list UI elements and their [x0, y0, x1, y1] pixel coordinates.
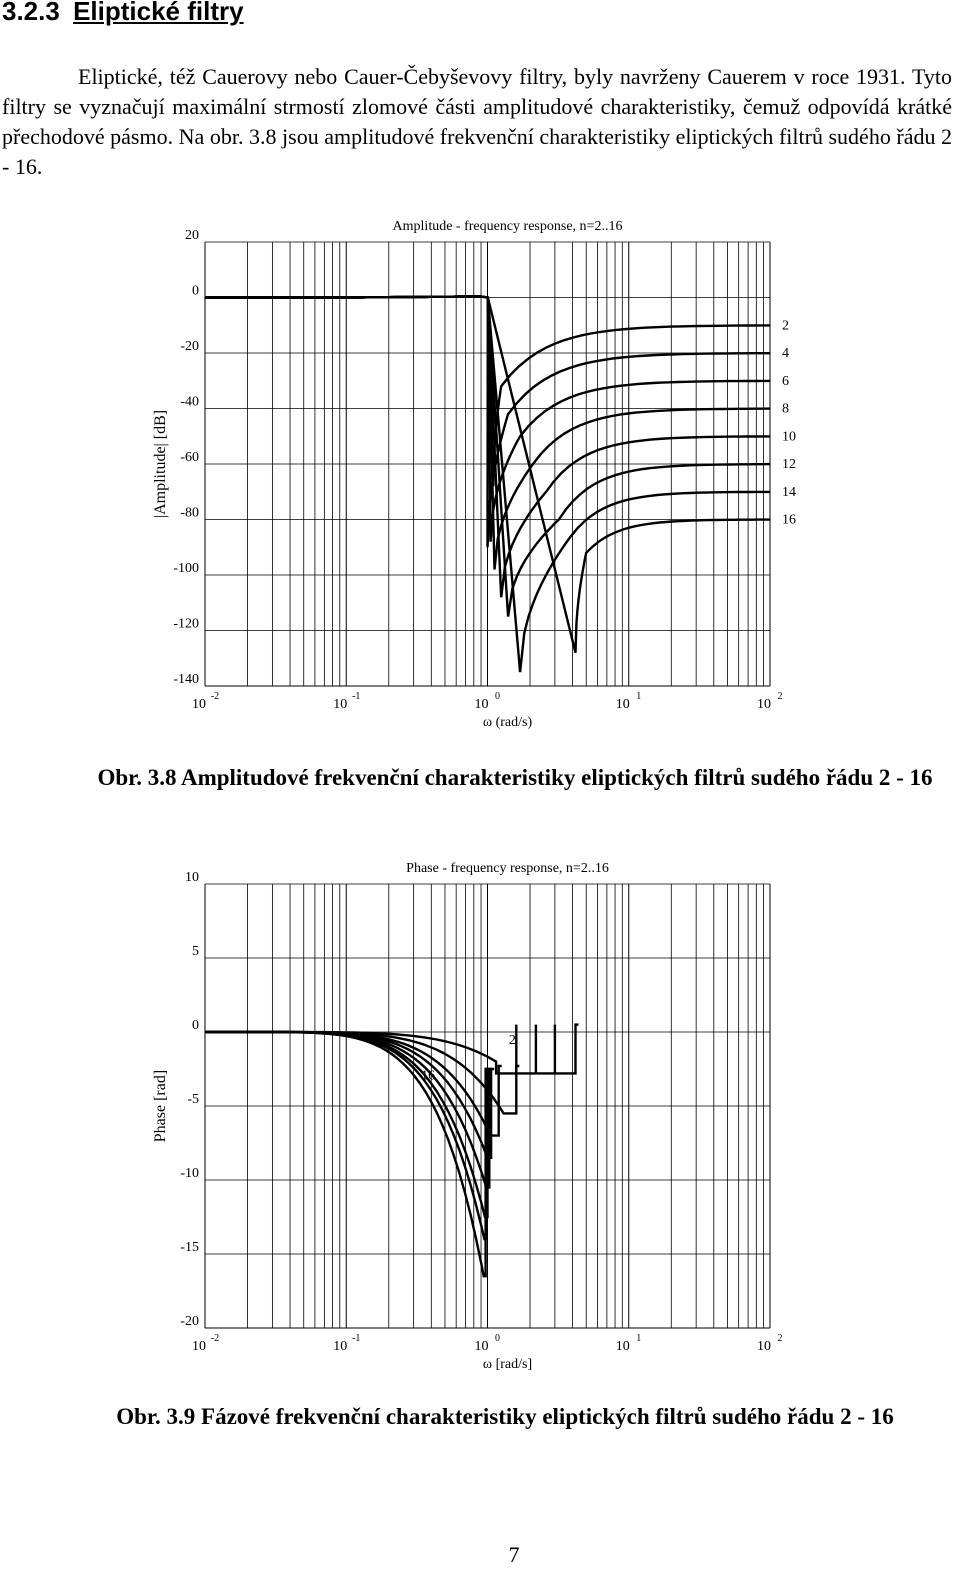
curve-label: 6	[782, 374, 789, 389]
x-tick-exponent: 2	[778, 1333, 783, 1344]
curve-label: 4	[782, 346, 789, 361]
chart-title: Phase - frequency response, n=2..16	[406, 861, 609, 876]
page-number: 7	[508, 1542, 520, 1567]
x-tick-label: 10	[475, 697, 489, 712]
body-paragraph: Eliptické, též Cauerovy nebo Cauer-Čebyš…	[2, 64, 952, 179]
x-tick-exponent: 0	[495, 691, 500, 702]
y-tick-label: 10	[185, 870, 199, 885]
y-tick-label: 0	[192, 284, 199, 299]
section-title: Eliptické filtry	[73, 0, 244, 26]
x-tick-label: 10	[333, 1339, 347, 1354]
curve-label: 2	[782, 318, 789, 333]
curve-label: 12	[782, 457, 796, 472]
y-tick-label: -20	[180, 1314, 199, 1329]
x-tick-exponent: 2	[778, 691, 783, 702]
section-number: 3.2.3	[2, 0, 60, 26]
x-tick-label: 10	[616, 1339, 630, 1354]
y-tick-label: -10	[180, 1166, 199, 1181]
figure-caption-amplitude: Obr. 3.8 Amplitudové frekvenční charakte…	[97, 765, 933, 790]
y-tick-label: 5	[192, 944, 199, 959]
y-tick-label: -15	[180, 1240, 199, 1255]
series-line-n16	[205, 1030, 489, 1278]
x-tick-exponent: -2	[211, 691, 219, 702]
series-line-n16	[205, 295, 770, 653]
y-tick-label: -140	[173, 672, 199, 687]
x-tick-exponent: -2	[211, 1333, 219, 1344]
figure-caption-phase: Obr. 3.9 Fázové frekvenční charakteristi…	[116, 1404, 894, 1429]
x-tick-exponent: 1	[636, 691, 641, 702]
y-tick-label: -120	[173, 617, 199, 632]
series-line-n6	[205, 1030, 502, 1137]
y-tick-label: -100	[173, 561, 199, 576]
y-tick-label: -60	[180, 450, 199, 465]
y-tick-label: -5	[187, 1092, 199, 1107]
series-line-n8	[205, 1030, 495, 1159]
curve-label: 16	[782, 513, 796, 528]
x-axis-label: ω [rad/s]	[483, 1357, 532, 1372]
x-tick-label: 10	[333, 697, 347, 712]
y-axis-label: Phase [rad]	[152, 1070, 169, 1142]
y-tick-label: -80	[180, 506, 199, 521]
curve-label: 8	[782, 402, 789, 417]
x-tick-exponent: 1	[636, 1333, 641, 1344]
x-tick-exponent: -1	[352, 1333, 360, 1344]
curve-label: 14	[782, 485, 796, 500]
y-axis-label: |Amplitude| [dB]	[152, 410, 169, 518]
curve-label: 10	[782, 429, 796, 444]
amplitude-figure: 20 0 -20 -40 -60 -80 -100 -120 -140 10 -2 10 -1 10 0 10…	[0, 208, 960, 753]
phase-chart: 10 5 0 -5 -10 -15 -20 10 -2 10 -1 10 0 10 1 10 2 Phase - …	[152, 861, 783, 1372]
y-tick-label: -40	[180, 395, 199, 410]
curve-label: 16	[421, 1068, 435, 1083]
y-tick-label: 0	[192, 1018, 199, 1033]
x-tick-exponent: -1	[352, 691, 360, 702]
y-tick-label: -20	[180, 339, 199, 354]
x-axis-label: ω (rad/s)	[483, 715, 533, 730]
section-heading: 3.2.3 Eliptické filtry	[2, 0, 244, 27]
x-tick-label: 10	[757, 1339, 771, 1354]
phase-figure: 10 5 0 -5 -10 -15 -20 10 -2 10 -1 10 0 10 1 10 2 Phase - …	[0, 850, 960, 1395]
x-tick-exponent: 0	[495, 1333, 500, 1344]
x-tick-label: 10	[616, 697, 630, 712]
x-tick-label: 10	[192, 1339, 206, 1354]
x-tick-label: 10	[192, 697, 206, 712]
curve-label: 2	[509, 1033, 516, 1048]
amplitude-chart: 20 0 -20 -40 -60 -80 -100 -120 -140 10 -2 10 -1 10 0 10…	[152, 219, 796, 730]
x-tick-label: 10	[475, 1339, 489, 1354]
x-tick-label: 10	[757, 697, 771, 712]
chart-title: Amplitude - frequency response, n=2..16	[393, 219, 623, 234]
y-tick-label: 20	[185, 228, 199, 243]
